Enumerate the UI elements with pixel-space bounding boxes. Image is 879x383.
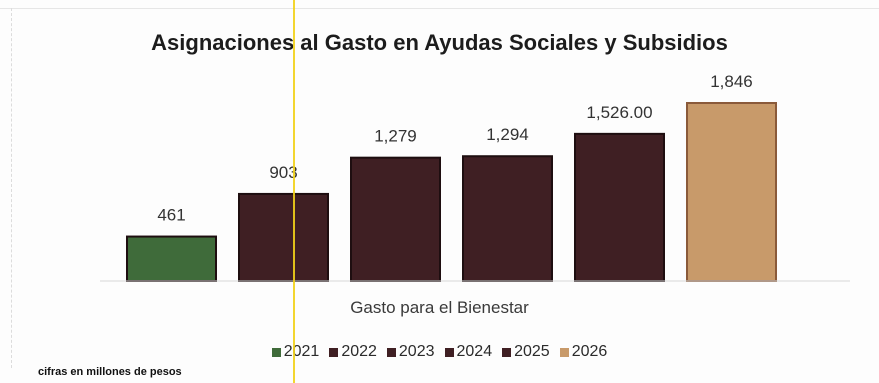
- data-label-2024: 1,294: [486, 125, 529, 144]
- legend-label: 2023: [398, 343, 435, 360]
- legend-label: 2025: [514, 343, 550, 360]
- legend-label: 2026: [571, 343, 608, 360]
- legend-item-2026: 2026: [559, 343, 608, 361]
- data-label-2026: 1,846: [710, 72, 753, 91]
- bar-2023: [350, 156, 441, 282]
- legend-item-2025: 2025: [502, 343, 550, 361]
- legend-swatch: [386, 347, 396, 357]
- data-label-2025: 1,526.00: [586, 103, 652, 122]
- top-divider: [0, 8, 879, 9]
- legend-swatch: [329, 347, 339, 357]
- legend-swatch: [271, 347, 281, 357]
- legend-item-2023: 2023: [386, 343, 435, 361]
- category-label: Gasto para el Bienestar: [350, 298, 529, 317]
- units-footnote: cifras en millones de pesos: [38, 366, 182, 378]
- legend-swatch: [502, 347, 512, 357]
- scan-artifact-line: [293, 0, 295, 383]
- bar-2021: [126, 235, 217, 283]
- data-label-2022: 903: [269, 163, 297, 182]
- legend-label: 2021: [283, 343, 320, 360]
- left-divider: [11, 8, 13, 368]
- chart-title: Asignaciones al Gasto en Ayudas Sociales…: [151, 30, 728, 55]
- legend-swatch: [559, 347, 569, 357]
- bar-2022: [238, 192, 329, 282]
- legend: 2021 2022 2023 2024 2025 2026: [0, 343, 879, 361]
- legend-label: 2022: [341, 343, 377, 360]
- data-label-2023: 1,279: [374, 127, 417, 146]
- legend-swatch: [444, 347, 454, 357]
- legend-item-2024: 2024: [444, 343, 493, 361]
- legend-item-2022: 2022: [329, 343, 377, 361]
- bar-2025: [574, 132, 665, 282]
- legend-item-2021: 2021: [271, 343, 320, 361]
- bar-2026: [686, 102, 777, 282]
- bar-2024: [462, 155, 553, 283]
- data-label-2021: 461: [157, 206, 185, 225]
- legend-label: 2024: [456, 343, 493, 360]
